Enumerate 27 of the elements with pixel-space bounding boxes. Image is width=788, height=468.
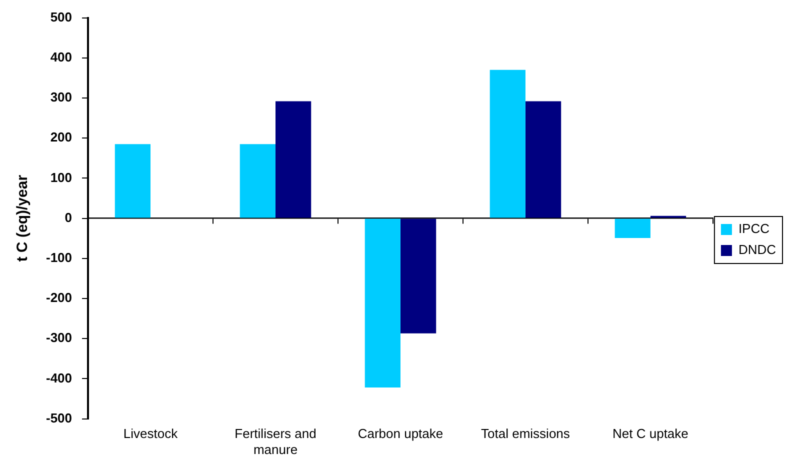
legend-label: IPCC — [738, 221, 770, 236]
bar — [276, 101, 312, 218]
bar — [364, 218, 400, 388]
y-tick-label: 200 — [50, 130, 72, 145]
y-tick-label: 400 — [50, 49, 72, 64]
x-tick-label: Net C uptake — [612, 426, 688, 442]
x-tick-label: Livestock — [123, 426, 178, 442]
bar — [525, 101, 562, 218]
y-tick-label: -200 — [46, 290, 72, 306]
x-tick-label: Carbon uptake — [358, 426, 444, 442]
legend-label: DNDC — [738, 242, 776, 258]
bar — [614, 218, 650, 238]
y-tick-label: 100 — [50, 170, 72, 185]
y-axis-title: t C (eq)/year — [14, 174, 32, 262]
x-tick-label: Fertilisers and manure — [234, 426, 316, 457]
bar — [490, 70, 526, 218]
bar — [400, 218, 436, 334]
bar — [114, 144, 151, 218]
y-tick-label: 500 — [50, 9, 72, 24]
y-tick-label: -500 — [46, 410, 72, 426]
y-tick-label: 300 — [50, 90, 72, 105]
y-tick-label: -400 — [46, 370, 72, 386]
y-tick-label: -300 — [46, 330, 72, 346]
y-tick-label: -100 — [46, 250, 72, 265]
bar — [240, 144, 276, 218]
x-tick-label: Total emissions — [481, 426, 570, 442]
y-tick-label: 0 — [64, 210, 72, 225]
